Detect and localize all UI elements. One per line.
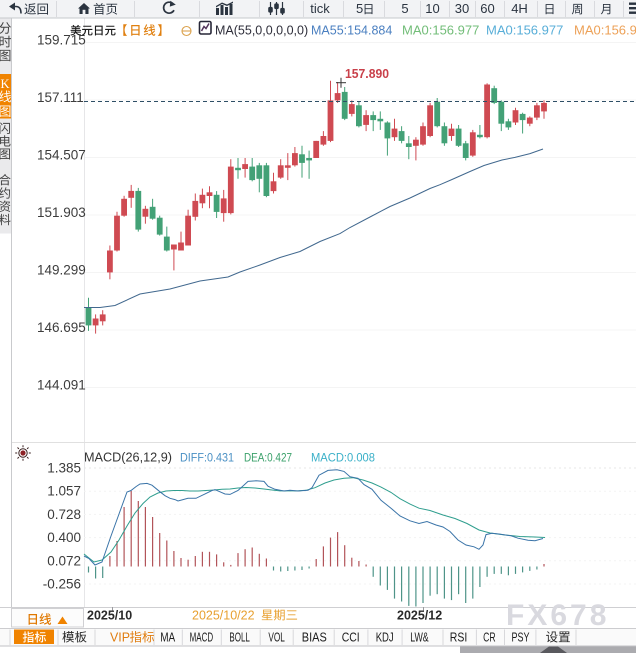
- svg-text:MA55:154.884: MA55:154.884: [311, 24, 392, 38]
- svg-text:tick: tick: [310, 1, 330, 16]
- svg-text:MACD: MACD: [190, 631, 214, 645]
- svg-text:0.728: 0.728: [47, 507, 81, 522]
- svg-text:CCI: CCI: [342, 631, 360, 645]
- svg-text:2025/10/22: 2025/10/22: [192, 609, 255, 623]
- svg-text:146.695: 146.695: [37, 320, 86, 335]
- svg-text:2025/10: 2025/10: [87, 609, 132, 623]
- svg-text:149.299: 149.299: [37, 263, 86, 278]
- svg-text:FX678: FX678: [506, 599, 609, 632]
- svg-text:0.072: 0.072: [47, 553, 81, 568]
- svg-text:RSI: RSI: [450, 631, 468, 645]
- svg-text:MACD(26,12,9): MACD(26,12,9): [84, 451, 172, 465]
- svg-text:159.715: 159.715: [37, 33, 86, 48]
- svg-text:30: 30: [455, 1, 469, 16]
- svg-text:DIFF:0.431: DIFF:0.431: [180, 451, 234, 465]
- svg-text:DEA:0.427: DEA:0.427: [244, 451, 292, 465]
- svg-text:MA(55,0,0,0,0,0): MA(55,0,0,0,0,0): [215, 24, 308, 38]
- svg-text:MA0:156.977: MA0:156.977: [402, 23, 479, 38]
- svg-text:144.091: 144.091: [37, 378, 86, 393]
- svg-text:MACD:0.008: MACD:0.008: [311, 451, 375, 465]
- svg-text:BOLL: BOLL: [229, 631, 250, 645]
- svg-text:60: 60: [480, 1, 494, 16]
- svg-text:10: 10: [425, 1, 439, 16]
- svg-text:PSY: PSY: [512, 631, 530, 645]
- svg-text:VIP: VIP: [110, 631, 130, 645]
- svg-text:CR: CR: [483, 631, 496, 645]
- svg-text:LW&: LW&: [410, 631, 429, 645]
- svg-text:-0.256: -0.256: [43, 577, 81, 592]
- svg-text:KDJ: KDJ: [376, 631, 394, 645]
- svg-text:K: K: [1, 77, 10, 91]
- svg-text:2025/12: 2025/12: [397, 609, 442, 623]
- svg-text:154.507: 154.507: [37, 148, 86, 163]
- svg-text:5: 5: [356, 1, 363, 16]
- svg-text:4H: 4H: [511, 1, 528, 16]
- svg-text:157.111: 157.111: [37, 90, 84, 105]
- svg-text:BIAS: BIAS: [302, 631, 327, 645]
- svg-text:VOL: VOL: [268, 631, 285, 645]
- svg-text:1.057: 1.057: [47, 484, 81, 499]
- svg-text:MA: MA: [160, 631, 176, 645]
- svg-text:1.385: 1.385: [47, 461, 81, 476]
- svg-text:5: 5: [401, 1, 408, 16]
- svg-text:0.400: 0.400: [47, 530, 81, 545]
- svg-text:157.890: 157.890: [345, 67, 389, 81]
- svg-text:MA0:156.977: MA0:156.977: [574, 23, 636, 38]
- svg-text:151.903: 151.903: [37, 205, 86, 220]
- svg-text:MA0:156.977: MA0:156.977: [486, 23, 563, 38]
